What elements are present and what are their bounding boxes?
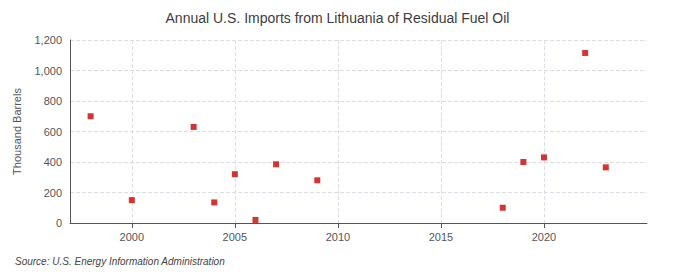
svg-text:1,000: 1,000 [34,65,62,77]
svg-text:2015: 2015 [429,231,453,243]
svg-text:2005: 2005 [223,231,247,243]
svg-text:Source: U.S. Energy Informatio: Source: U.S. Energy Information Administ… [15,256,225,267]
svg-text:2000: 2000 [120,231,144,243]
svg-text:0: 0 [56,217,62,229]
svg-text:2020: 2020 [532,231,556,243]
svg-text:800: 800 [44,95,62,107]
svg-text:Thousand Barrels: Thousand Barrels [11,88,23,175]
svg-text:2010: 2010 [326,231,350,243]
svg-text:200: 200 [44,187,62,199]
svg-text:600: 600 [44,126,62,138]
svg-text:1,200: 1,200 [34,34,62,46]
svg-text:Annual U.S. Imports from Lithu: Annual U.S. Imports from Lithuania of Re… [166,10,510,26]
svg-text:400: 400 [44,156,62,168]
